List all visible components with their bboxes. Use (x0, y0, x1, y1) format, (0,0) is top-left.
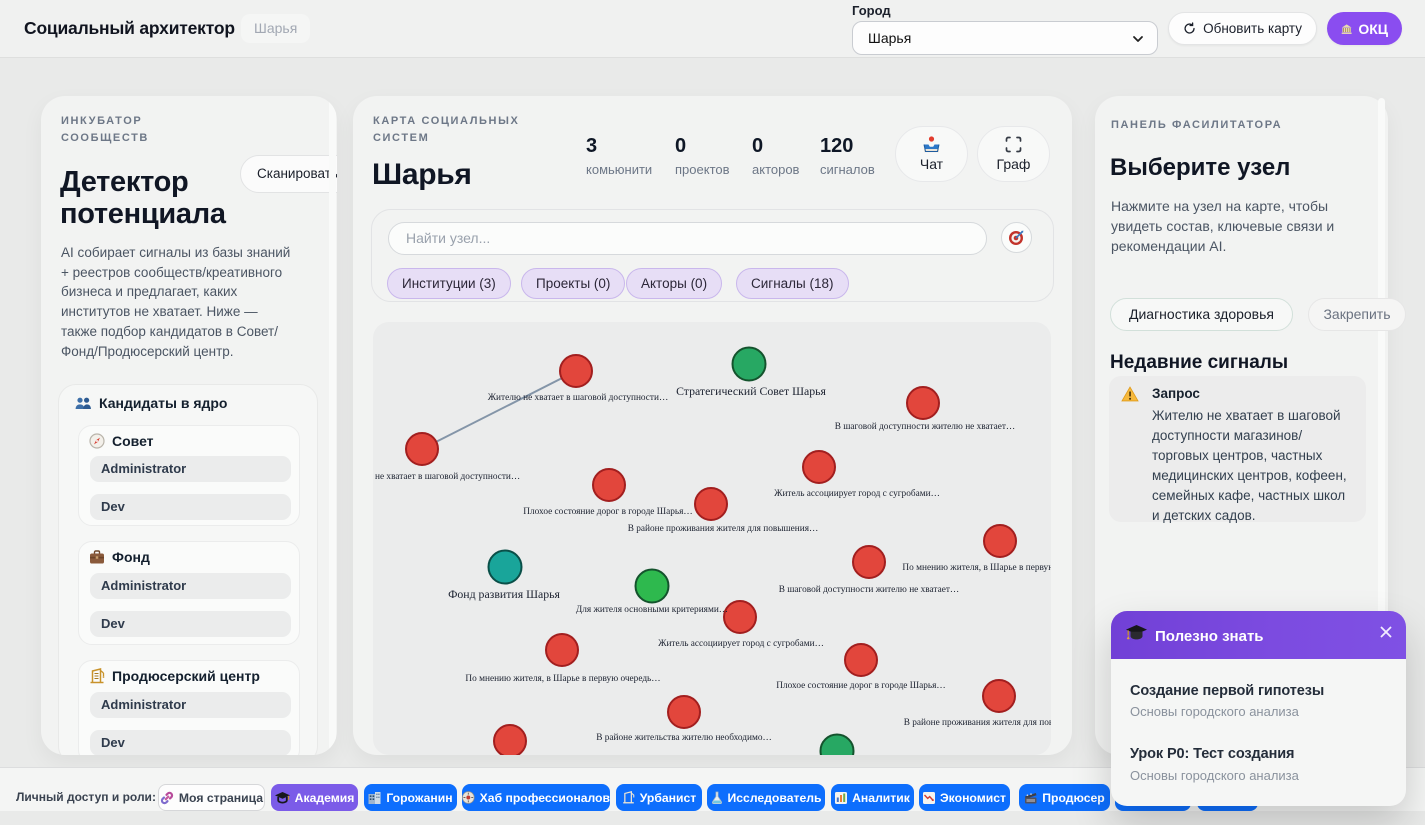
svg-text:В шаговой доступности жителю н: В шаговой доступности жителю не хватает… (835, 421, 1015, 432)
svg-text:Житель ассоциирует город с суг: Житель ассоциирует город с сугробами… (774, 488, 940, 499)
svg-text:По мнению жителя, в Шарье в пе: По мнению жителя, в Шарье в первую очере… (465, 674, 660, 684)
svg-text:В районе проживания жителя для: В районе проживания жителя для повышения… (628, 523, 819, 534)
svg-text:В шаговой доступности жителю н: В шаговой доступности жителю не хватает… (779, 584, 959, 595)
svg-text:В районе жительства жителю нео: В районе жительства жителю необходимо… (596, 732, 772, 743)
svg-text:Жителю не хватает в шаговой до: Жителю не хватает в шаговой доступности… (488, 392, 669, 403)
svg-text:Житель ассоциирует город с суг: Житель ассоциирует город с сугробами… (658, 638, 824, 649)
svg-text:Плохое состояние дорог в город: Плохое состояние дорог в городе Шарья… (776, 681, 945, 691)
svg-text:Стратегический Совет Шарья: Стратегический Совет Шарья (676, 384, 826, 398)
svg-text:По мнению жителя, в Шарье в пе: По мнению жителя, в Шарье в первую очере… (902, 563, 1051, 573)
svg-text:Для жителя основными критериям: Для жителя основными критериями… (576, 605, 728, 615)
svg-text:Плохое состояние дорог в город: Плохое состояние дорог в городе Шарья… (523, 507, 692, 517)
svg-text:В районе проживания жителя для: В районе проживания жителя для повышения… (904, 717, 1051, 728)
svg-text:Фонд развития Шарья: Фонд развития Шарья (448, 587, 560, 601)
svg-text:не хватает в шаговой доступнос: не хватает в шаговой доступности… (375, 471, 520, 482)
